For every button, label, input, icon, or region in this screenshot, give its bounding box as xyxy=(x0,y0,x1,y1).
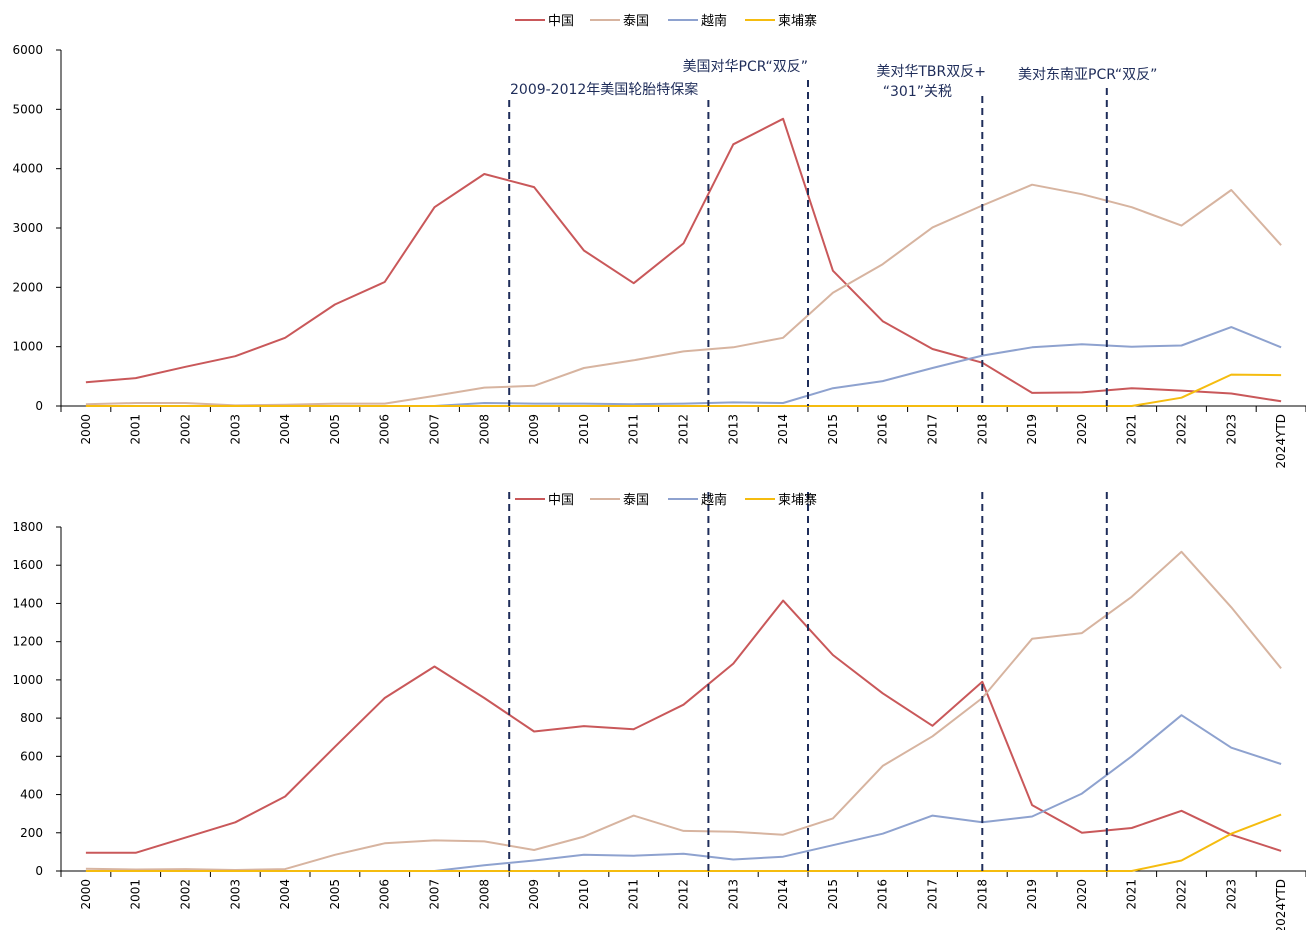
y-tick-label: 600 xyxy=(20,749,43,763)
series-line-3 xyxy=(85,326,1282,407)
y-tick-label: 5000 xyxy=(12,102,43,116)
x-tick-label: 2011 xyxy=(627,879,641,910)
x-tick-label: 2022 xyxy=(1175,879,1189,910)
x-tick-label: 2007 xyxy=(428,414,442,445)
x-tick-label: 2018 xyxy=(975,879,989,910)
x-tick-label: 2020 xyxy=(1075,879,1089,910)
x-tick-label: 2024YTD xyxy=(1274,414,1288,468)
y-tick-label: 200 xyxy=(20,826,43,840)
y-tick-label: 1400 xyxy=(12,596,43,610)
y-tick-label: 2000 xyxy=(12,280,43,294)
y-tick-label: 800 xyxy=(20,711,43,725)
x-tick-label: 2022 xyxy=(1175,414,1189,445)
y-tick-label: 6000 xyxy=(12,43,43,57)
x-tick-label: 2012 xyxy=(677,414,691,445)
x-tick-label: 2019 xyxy=(1025,879,1039,910)
chart-top: 0 1000 2000 3000 4000 5000 6000 2000 2001 2002 200… xyxy=(12,13,1306,468)
x-tick-label: 2009 xyxy=(527,414,541,445)
x-tick-label: 2017 xyxy=(926,414,940,445)
series-line-3 xyxy=(85,714,1282,872)
x-tick-label: 2016 xyxy=(876,414,890,445)
x-tick-label: 2008 xyxy=(477,879,491,910)
x-tick-label: 2019 xyxy=(1025,414,1039,445)
series-line-4 xyxy=(85,373,1282,407)
x-tick-label: 2005 xyxy=(328,414,342,445)
annotation-text: 2009-2012年美国轮胎特保案 xyxy=(510,81,698,98)
y-tick-label: 1800 xyxy=(12,520,43,534)
x-tick-label: 2009 xyxy=(527,879,541,910)
legend-label: 越南 xyxy=(701,492,727,508)
annotation-text: 美对华TBR双反+ xyxy=(876,64,986,80)
x-tick-label: 2000 xyxy=(79,414,93,445)
x-tick-label: 2024YTD xyxy=(1274,879,1288,930)
y-tick-label: 3000 xyxy=(12,221,43,235)
legend-label: 中国 xyxy=(548,14,574,29)
x-tick-label: 2007 xyxy=(428,879,442,910)
x-tick-label: 2020 xyxy=(1075,414,1089,445)
y-tick-label: 1000 xyxy=(12,673,43,687)
y-tick-label: 0 xyxy=(35,864,43,878)
x-tick-label: 2000 xyxy=(79,879,93,910)
y-tick-label: 1200 xyxy=(12,635,43,649)
x-tick-label: 2023 xyxy=(1224,879,1238,910)
x-tick-label: 2006 xyxy=(378,414,392,445)
x-tick-label: 2015 xyxy=(826,879,840,910)
x-tick-label: 2005 xyxy=(328,879,342,910)
series-line-4 xyxy=(85,813,1282,872)
x-tick-label: 2016 xyxy=(876,879,890,910)
x-tick-label: 2023 xyxy=(1224,414,1238,445)
x-tick-label: 2013 xyxy=(726,879,740,910)
legend-label: 中国 xyxy=(548,493,574,508)
series-line-2 xyxy=(85,550,1282,871)
annotation-text: “301”关税 xyxy=(883,84,952,100)
legend-label: 泰国 xyxy=(623,493,649,508)
y-tick-label: 0 xyxy=(35,399,43,413)
x-tick-label: 2003 xyxy=(228,879,242,910)
x-tick-label: 2001 xyxy=(129,879,143,910)
x-tick-label: 2018 xyxy=(975,414,989,445)
x-tick-label: 2012 xyxy=(677,879,691,910)
x-tick-label: 2021 xyxy=(1125,879,1139,910)
x-tick-label: 2010 xyxy=(577,879,591,910)
y-tick-label: 1600 xyxy=(12,558,43,572)
x-tick-label: 2014 xyxy=(776,879,790,910)
x-tick-label: 2013 xyxy=(726,414,740,445)
x-tick-label: 2011 xyxy=(627,414,641,445)
chart-bottom: 0 200 400 600 800 1000 1200 1400 1600 1800 2000 200… xyxy=(12,492,1306,930)
y-tick-label: 4000 xyxy=(12,162,43,176)
series-line-1 xyxy=(85,117,1282,403)
legend-label: 柬埔寨 xyxy=(778,492,817,508)
x-tick-label: 2002 xyxy=(179,879,193,910)
x-tick-label: 2004 xyxy=(278,879,292,910)
x-tick-label: 2003 xyxy=(228,414,242,445)
annotation-text: 美国对华PCR“双反” xyxy=(683,59,808,75)
x-tick-label: 2008 xyxy=(477,414,491,445)
legend-label: 泰国 xyxy=(623,14,649,29)
series-line-2 xyxy=(85,183,1282,407)
x-tick-label: 2017 xyxy=(926,879,940,910)
annotation-text: 美对东南亚PCR“双反” xyxy=(1018,67,1157,83)
x-tick-label: 2010 xyxy=(577,414,591,445)
x-tick-label: 2014 xyxy=(776,414,790,445)
series-line-1 xyxy=(85,599,1282,854)
legend-label: 越南 xyxy=(701,13,727,29)
x-tick-label: 2002 xyxy=(179,414,193,445)
x-tick-label: 2004 xyxy=(278,414,292,445)
x-tick-label: 2015 xyxy=(826,414,840,445)
x-tick-label: 2001 xyxy=(129,414,143,445)
legend-label: 柬埔寨 xyxy=(778,13,817,29)
y-tick-label: 400 xyxy=(20,788,43,802)
x-tick-label: 2021 xyxy=(1125,414,1139,445)
y-tick-label: 1000 xyxy=(12,340,43,354)
x-tick-label: 2006 xyxy=(378,879,392,910)
